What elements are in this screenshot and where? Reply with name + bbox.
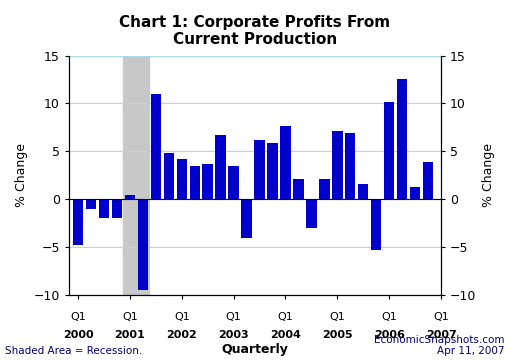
Text: Shaded Area = Recession.: Shaded Area = Recession. <box>5 346 142 356</box>
Text: Q1: Q1 <box>381 312 397 322</box>
Bar <box>215 135 225 199</box>
Bar <box>293 179 303 199</box>
Bar <box>202 164 212 199</box>
Text: 2002: 2002 <box>166 330 197 339</box>
Bar <box>241 199 251 238</box>
Text: Q1: Q1 <box>174 312 189 322</box>
Title: Chart 1: Corporate Profits From
Current Production: Chart 1: Corporate Profits From Current … <box>119 15 390 48</box>
Bar <box>267 143 277 199</box>
Bar <box>371 199 381 250</box>
Bar <box>163 153 174 199</box>
Bar <box>383 103 393 199</box>
Bar <box>176 159 187 199</box>
Bar <box>422 162 433 199</box>
Bar <box>123 55 149 295</box>
Text: 2000: 2000 <box>63 330 93 339</box>
Text: 2006: 2006 <box>373 330 404 339</box>
Bar <box>396 80 407 199</box>
Text: Q1: Q1 <box>432 312 448 322</box>
Bar <box>189 166 200 199</box>
Text: 2004: 2004 <box>269 330 300 339</box>
Bar <box>345 133 355 199</box>
Bar <box>137 199 148 290</box>
Bar <box>254 140 264 199</box>
Text: 2007: 2007 <box>425 330 456 339</box>
Y-axis label: % Change: % Change <box>15 143 28 207</box>
Bar <box>409 187 419 199</box>
Bar <box>73 199 83 245</box>
Y-axis label: % Change: % Change <box>481 143 494 207</box>
Bar <box>86 199 96 209</box>
Text: Quarterly: Quarterly <box>221 343 288 356</box>
Bar <box>331 131 342 199</box>
Bar <box>319 179 329 199</box>
Bar <box>228 166 238 199</box>
Text: Q1: Q1 <box>122 312 137 322</box>
Text: Q1: Q1 <box>225 312 241 322</box>
Text: EconomicSnapshots.com
Apr 11, 2007: EconomicSnapshots.com Apr 11, 2007 <box>374 335 504 356</box>
Text: 2003: 2003 <box>218 330 248 339</box>
Bar <box>125 195 135 199</box>
Bar <box>111 199 122 219</box>
Text: 2005: 2005 <box>321 330 352 339</box>
Text: 2001: 2001 <box>115 330 145 339</box>
Text: Q1: Q1 <box>277 312 293 322</box>
Bar <box>357 184 367 199</box>
Bar <box>280 126 290 199</box>
Text: Q1: Q1 <box>329 312 345 322</box>
Text: Q1: Q1 <box>70 312 86 322</box>
Bar <box>99 199 109 219</box>
Bar <box>305 199 316 228</box>
Bar <box>150 94 161 199</box>
